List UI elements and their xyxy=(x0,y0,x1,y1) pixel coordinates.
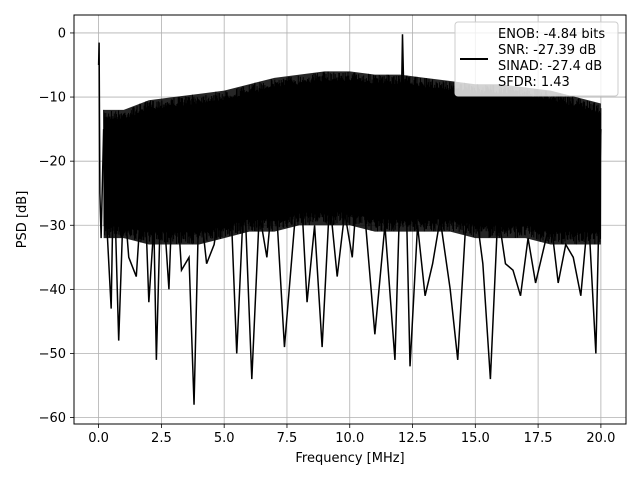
x-tick-label: 12.5 xyxy=(398,431,427,446)
y-tick-label: −60 xyxy=(39,411,66,426)
y-axis-label: PSD [dB] xyxy=(15,191,30,249)
legend-box xyxy=(454,21,619,97)
y-tick-label: 0 xyxy=(58,26,66,41)
x-tick-label: 20.0 xyxy=(586,431,615,446)
y-tick-label: −30 xyxy=(39,219,66,234)
x-axis-label: Frequency [MHz] xyxy=(295,451,404,466)
y-tick-label: −40 xyxy=(39,283,66,298)
legend-sfdr: SFDR: 1.43 xyxy=(498,75,570,90)
legend-snr: SNR: -27.39 dB xyxy=(498,43,596,58)
data-layer xyxy=(97,34,602,405)
legend: ENOB: -4.84 bits SNR: -27.39 dB SINAD: -… xyxy=(454,21,619,97)
y-tick-label: −20 xyxy=(39,155,66,170)
psd-series-line xyxy=(97,34,602,405)
x-tick-label: 2.5 xyxy=(151,431,172,446)
x-tick-label: 7.5 xyxy=(277,431,298,446)
x-tick-label: 0.0 xyxy=(88,431,109,446)
y-tick-label: −10 xyxy=(39,91,66,106)
x-tick-label: 15.0 xyxy=(461,431,490,446)
x-tick-label: 5.0 xyxy=(214,431,235,446)
y-tick-label: −50 xyxy=(39,347,66,362)
x-tick-label: 10.0 xyxy=(335,431,364,446)
x-tick-label: 17.5 xyxy=(524,431,553,446)
legend-enob: ENOB: -4.84 bits xyxy=(498,27,605,42)
legend-sinad: SINAD: -27.4 dB xyxy=(498,59,602,74)
ticks: 0.0 2.5 5.0 7.5 10.0 12.5 15.0 17.5 20.0 0 −10 −20 −… xyxy=(39,26,616,446)
